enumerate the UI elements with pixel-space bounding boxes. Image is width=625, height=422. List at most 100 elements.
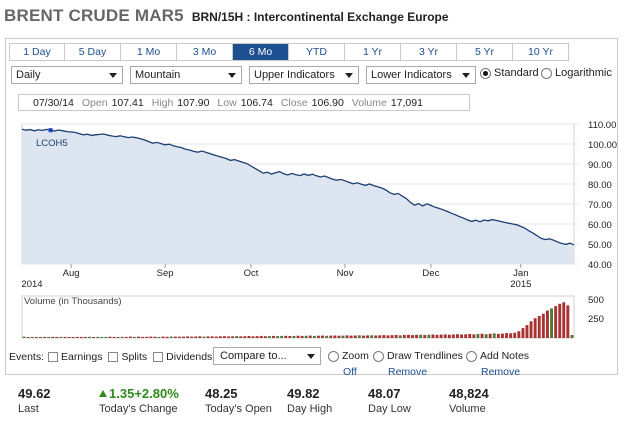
x-tick-label: Dec	[422, 268, 439, 279]
info-volume: 17,091	[390, 96, 423, 109]
info-close: 106.90	[311, 96, 344, 109]
header: BRENT CRUDE MAR5 BRN/15H : Intercontinen…	[4, 6, 621, 32]
scale-standard-radio[interactable]: Standard	[480, 67, 539, 79]
volume-bar	[370, 335, 374, 338]
checkbox-icon	[48, 352, 59, 362]
volume-bar	[394, 335, 398, 338]
zoom-toggle[interactable]: Zoom	[328, 350, 369, 362]
radio-unselected-icon	[466, 350, 477, 362]
scale-log-radio[interactable]: Logarithmic	[541, 67, 612, 79]
tab-3-yr[interactable]: 3 Yr	[401, 43, 457, 61]
interval-select[interactable]: Daily	[11, 66, 123, 84]
volume-bar	[67, 337, 71, 338]
notes-label: Add Notes	[480, 350, 530, 362]
tab-3-mo[interactable]: 3 Mo	[177, 43, 233, 61]
volume-bar	[468, 334, 472, 338]
volume-bar	[92, 337, 95, 338]
volume-bar	[550, 308, 553, 338]
upper-indicators-select[interactable]: Upper Indicators	[249, 66, 359, 84]
volume-bar	[304, 335, 308, 338]
checkbox-icon	[108, 352, 119, 362]
volume-bar	[419, 334, 423, 338]
volume-bar	[513, 332, 517, 338]
volume-bar	[566, 305, 570, 338]
zoom-off-link[interactable]: Off	[343, 366, 357, 378]
volume-bar	[231, 336, 234, 338]
chevron-down-icon	[345, 73, 353, 78]
volume-bar	[439, 334, 443, 338]
trendlines-label: Draw Trendlines	[387, 350, 463, 362]
volume-bar	[22, 336, 26, 338]
volume-bar	[272, 335, 275, 338]
tab-1-yr[interactable]: 1 Yr	[345, 43, 401, 61]
tab-5-day[interactable]: 5 Day	[65, 43, 121, 61]
volume-bar	[415, 334, 418, 338]
volume-bar	[108, 336, 112, 338]
volume-bar	[223, 336, 226, 338]
chevron-down-icon	[462, 73, 470, 78]
volume-bar	[137, 336, 140, 338]
add-notes-toggle[interactable]: Add Notes	[466, 350, 529, 362]
volume-bar	[169, 336, 173, 338]
splits-checkbox[interactable]: Splits	[108, 351, 147, 363]
last-label: Last	[18, 403, 39, 415]
volume-bar	[194, 336, 198, 338]
volume-bar	[276, 336, 279, 338]
volume-bar	[333, 335, 337, 338]
draw-trendlines-toggle[interactable]: Draw Trendlines	[373, 350, 463, 362]
tab-10-yr[interactable]: 10 Yr	[513, 43, 569, 61]
tab-6-mo[interactable]: 6 Mo	[233, 43, 289, 61]
y-tick-label: 100.00	[588, 140, 617, 151]
tab-1-day[interactable]: 1 Day	[9, 43, 65, 61]
volume-bar	[443, 334, 447, 338]
volume-bar	[366, 335, 369, 338]
tab-1-mo[interactable]: 1 Mo	[121, 43, 177, 61]
volume-bar	[157, 336, 161, 338]
volume-bar	[247, 336, 251, 338]
radio-unselected-icon	[373, 350, 384, 362]
tab-5-yr[interactable]: 5 Yr	[457, 43, 513, 61]
earnings-checkbox[interactable]: Earnings	[48, 351, 102, 363]
volume-bar	[104, 336, 108, 338]
tab-ytd[interactable]: YTD	[289, 43, 345, 61]
chevron-down-icon	[228, 73, 236, 78]
x-tick-label: Nov	[337, 268, 354, 279]
info-high-label: High	[151, 96, 174, 109]
notes-remove-link[interactable]: Remove	[481, 366, 521, 378]
volume-bar	[472, 334, 476, 338]
lower-indicators-select[interactable]: Lower Indicators	[366, 66, 476, 84]
open-label: Today's Open	[205, 403, 272, 415]
interval-select-value: Daily	[16, 69, 41, 81]
volume-bar	[198, 336, 202, 338]
volume-bar	[407, 334, 410, 338]
change-amount: 1.35	[109, 386, 135, 401]
volume-bar	[96, 336, 100, 338]
volume-bar	[398, 335, 402, 338]
chevron-down-icon	[307, 354, 315, 359]
dividends-checkbox[interactable]: Dividends	[153, 351, 212, 363]
volume-bar	[464, 334, 468, 338]
price-line	[21, 128, 575, 246]
low-value: 48.07	[368, 386, 401, 401]
volume-bar	[427, 334, 431, 338]
x-tick-label: Jan	[513, 268, 528, 279]
compare-select[interactable]: Compare to...	[213, 347, 321, 365]
radio-unselected-icon	[328, 350, 339, 362]
instrument-subtitle: BRN/15H : Intercontinental Exchange Euro…	[191, 10, 449, 24]
events-label: Events:	[9, 351, 45, 363]
arrow-up-icon	[99, 390, 107, 397]
volume-bar	[431, 334, 435, 338]
volume-label: Volume	[449, 403, 486, 415]
volume-bar	[116, 337, 120, 338]
trendlines-remove-link[interactable]: Remove	[388, 366, 428, 378]
volume-bar	[47, 337, 50, 338]
price-chart[interactable]: 110.00 100.00 90.00 80.00 70.00 60.00 50.00 40.…	[14, 116, 618, 294]
volume-value: 48,824	[449, 386, 489, 401]
change-percent: +2.80%	[134, 386, 179, 401]
volume-bar	[178, 336, 181, 338]
checkbox-icon	[153, 352, 164, 362]
chart-type-select[interactable]: Mountain	[130, 66, 242, 84]
volume-bar	[411, 335, 414, 338]
zoom-label: Zoom	[342, 350, 369, 362]
info-low-label: Low	[217, 96, 237, 109]
